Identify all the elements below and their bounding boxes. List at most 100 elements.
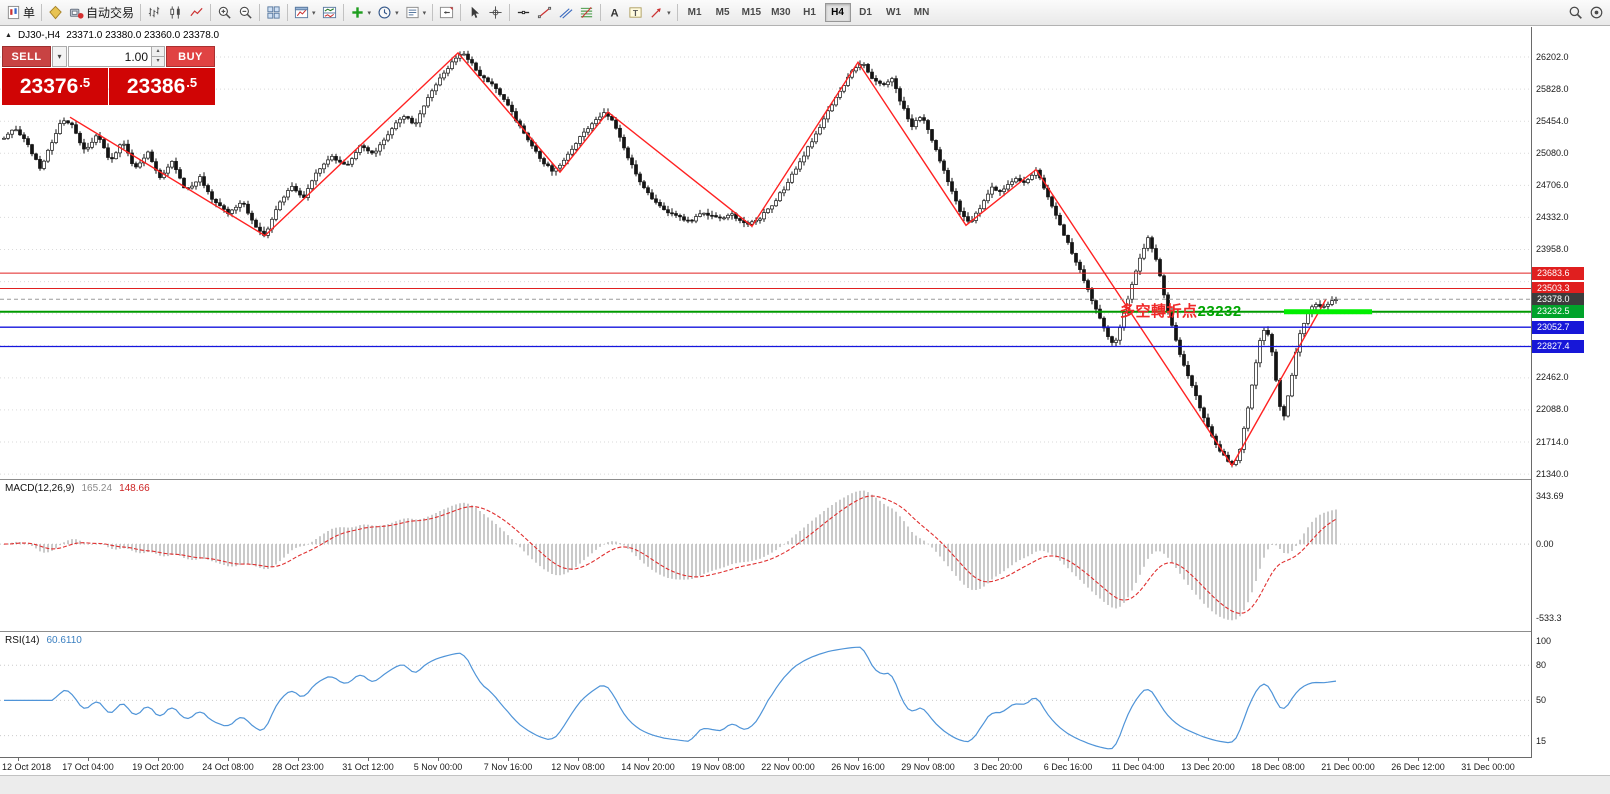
zoom-in-button[interactable] [214,2,235,24]
bar-chart-button[interactable] [144,2,165,24]
time-axis-label: 12 Nov 08:00 [551,762,605,772]
text-button[interactable]: A [604,2,625,24]
search-button[interactable] [1565,2,1586,24]
time-axis-label: 19 Nov 08:00 [691,762,745,772]
text-label-button[interactable]: T [625,2,646,24]
template-icon [405,5,420,20]
axis-label: 15 [1536,735,1547,746]
axis-label: 22462.0 [1536,372,1569,383]
time-axis-label: 26 Nov 16:00 [831,762,885,772]
axis-label: -533.3 [1536,613,1562,624]
axis-label: 23958.0 [1536,244,1569,254]
clock-icon [377,5,392,20]
volume-field[interactable]: 1.00 ▴ ▾ [68,46,165,67]
plus-icon [350,5,365,20]
panel-separator[interactable] [0,631,1610,632]
axis-label: 22088.0 [1536,404,1569,415]
toolbar-separator [41,4,43,21]
volume-increase-button[interactable]: ▴ [152,47,164,57]
timeframe-m1-button[interactable]: M1 [687,7,702,18]
time-axis-label: 3 Dec 20:00 [973,762,1023,772]
cursor-button[interactable] [464,2,485,24]
rsi-panel[interactable]: RSI(14) 60.6110 [0,632,1531,757]
buy-price-display[interactable]: 23386.5 [109,68,215,105]
new-chart-button[interactable]: ▾ [291,2,319,24]
time-axis-label: 22 Nov 00:00 [761,762,815,772]
price-badge: 22827.4 [1532,340,1584,353]
toolbar-separator [210,4,212,21]
volume-decrease-button[interactable]: ▾ [152,57,164,66]
time-axis-tick [788,758,789,761]
zoomin-icon [217,5,232,20]
tile-windows-button[interactable] [263,2,284,24]
timeframe-m30-button[interactable]: M30 [771,7,791,18]
new-order-button-label: 单 [23,6,36,20]
sell-price-fraction: .5 [79,74,91,90]
tile-icon [266,5,281,20]
timeframe-m5-button[interactable]: M5 [715,7,730,18]
price-axis[interactable]: 26202.0 25828.0 25454.0 25080.0 24706.0 24332… [1531,27,1610,758]
rsi-chart[interactable] [0,632,1531,757]
time-axis-tick [1208,758,1209,761]
panel-separator[interactable] [0,479,1610,480]
indicator-window-button[interactable] [319,2,340,24]
candlestick-chart[interactable] [0,27,1531,479]
chart-collapse-icon[interactable]: ▲ [5,32,12,39]
toolbar-buttons: 单 自动交易 ▾ ▾ ▾ ▾ A T ▾ [3,0,681,25]
timeframe-d1-button[interactable]: D1 [859,7,872,18]
toolbar-separator [600,4,602,21]
sell-price-display[interactable]: 23376.5 [2,68,108,105]
crosshair-button[interactable] [485,2,506,24]
time-axis-label: 11 Dec 04:00 [1111,762,1165,772]
timeframe-h4-button[interactable]: H4 [824,3,851,22]
zoom-out-button[interactable] [235,2,256,24]
candlestick-chart-button[interactable] [165,2,186,24]
macd-main-value: 165.24 [81,483,113,494]
time-axis-tick [1278,758,1279,761]
templates-button[interactable]: ▾ [402,2,430,24]
time-axis-tick [18,758,19,761]
volume-value[interactable]: 1.00 [124,49,148,64]
shift-icon [439,5,454,20]
time-axis-label: 28 Oct 23:00 [272,762,324,772]
autotrading-toggle[interactable]: 自动交易 [66,2,137,24]
timeframe-h1-button[interactable]: H1 [803,7,816,18]
new-order-icon [6,5,21,20]
hline-icon [516,5,531,20]
buy-price-main: 23386 [126,75,186,98]
axis-label: 21714.0 [1536,436,1569,447]
new-order-button[interactable]: 单 [3,2,38,24]
chart-shift-button[interactable] [436,2,457,24]
time-axis-label: 13 Dec 20:00 [1181,762,1235,772]
fibo-icon [579,5,594,20]
timeframe-w1-button[interactable]: W1 [886,7,902,18]
insert-indicator-button[interactable]: ▾ [347,2,375,24]
autotrading-icon [69,5,84,20]
help-button[interactable] [1586,2,1607,24]
trade-options-dropdown[interactable]: ▾ [52,46,67,67]
line-chart-button[interactable] [186,2,207,24]
time-axis-label: 24 Oct 08:00 [202,762,254,772]
macd-chart[interactable] [0,480,1531,631]
time-axis[interactable]: 12 Oct 2018 17 Oct 04:00 19 Oct 20:00 24 Oc… [0,757,1531,775]
main-chart-canvas[interactable]: 多空轉折点23232 [0,27,1531,479]
horizontal-line-button[interactable] [513,2,534,24]
labelT-icon: T [628,5,643,20]
timeframe-m15-button[interactable]: M15 [741,7,762,18]
sell-button[interactable]: SELL [2,46,51,67]
axis-label: 80 [1536,659,1547,670]
axis-label: 25828.0 [1536,83,1569,94]
toolbar-separator [287,4,289,21]
macd-panel[interactable]: MACD(12,26,9) 165.24 148.66 [0,480,1531,631]
time-axis-label: 17 Oct 04:00 [62,762,114,772]
trendline-button[interactable] [534,2,555,24]
buy-button[interactable]: BUY [166,46,215,67]
time-axis-tick [648,758,649,761]
equidistant-channel-button[interactable] [555,2,576,24]
arrow-tools-button[interactable]: ▾ [646,2,674,24]
metaeditor-button[interactable] [45,2,66,24]
timeframe-mn-button[interactable]: MN [913,7,930,18]
time-axis-label: 12 Oct 2018 [2,762,52,772]
fibonacci-button[interactable] [576,2,597,24]
periods-button[interactable]: ▾ [374,2,402,24]
